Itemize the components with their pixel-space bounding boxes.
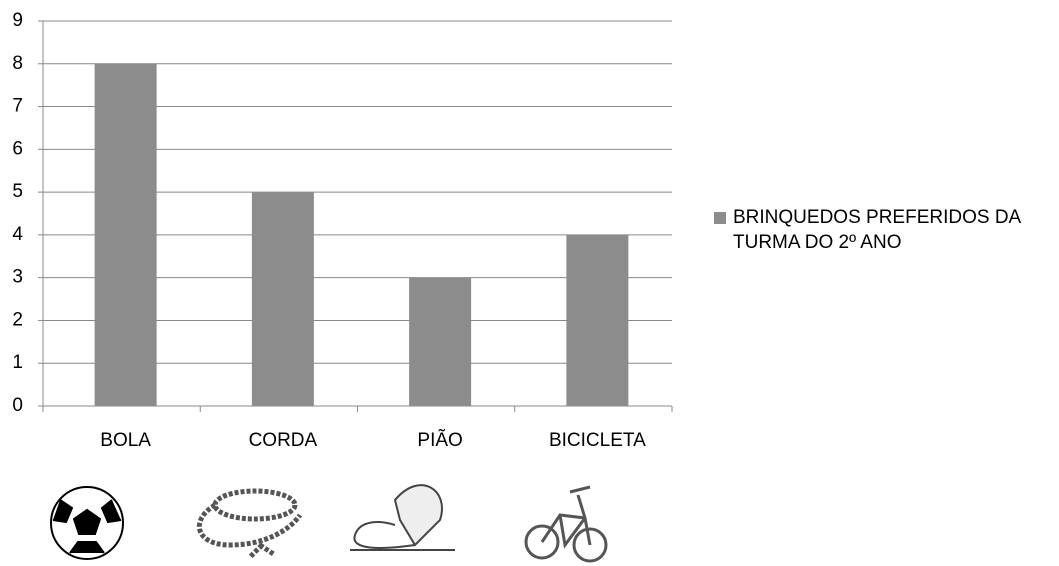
y-tick-label: 1 [12, 352, 23, 373]
y-tick-label: 9 [12, 10, 23, 31]
y-tick-label: 8 [12, 53, 23, 74]
bar [94, 63, 157, 407]
ball-icon [50, 486, 124, 560]
bar [409, 277, 472, 406]
rope-icon [196, 488, 303, 559]
y-tick-label: 6 [12, 138, 23, 159]
x-tick-label: PIÃO [417, 429, 462, 451]
y-tick-label: 5 [12, 181, 23, 202]
y-tick-label: 2 [12, 309, 23, 330]
bar [251, 192, 314, 406]
legend-swatch [714, 212, 726, 224]
bicycle-icon [524, 485, 608, 563]
top-icon [350, 484, 455, 551]
y-tick-label: 4 [12, 224, 23, 245]
y-tick-label: 0 [12, 395, 23, 416]
legend-label: BRINQUEDOS PREFERIDOS DA TURMA DO 2º ANO [733, 207, 1021, 253]
x-tick-label: CORDA [249, 430, 318, 451]
bar [566, 234, 629, 406]
y-tick-label: 7 [12, 96, 23, 117]
x-tick-label: BOLA [100, 430, 151, 451]
y-tick-label: 3 [12, 267, 23, 288]
x-tick-label: BICICLETA [549, 430, 646, 451]
